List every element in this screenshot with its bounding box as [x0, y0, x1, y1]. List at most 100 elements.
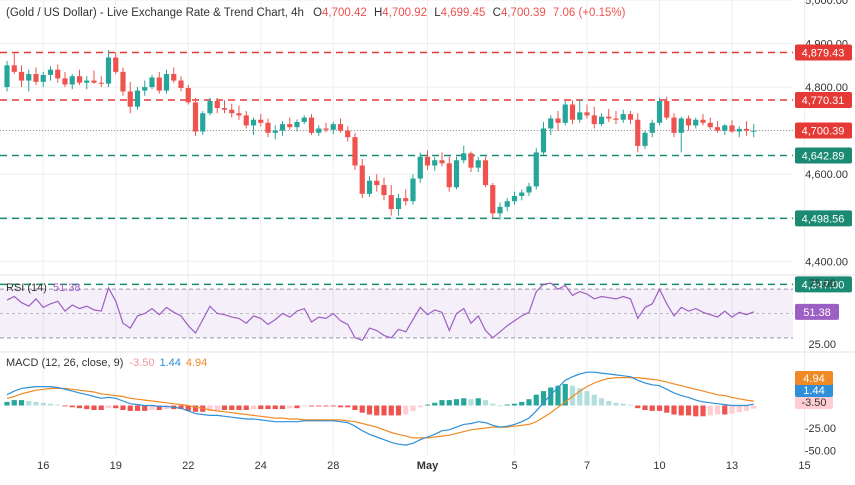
candle-body [178, 80, 184, 88]
candle-body [678, 118, 684, 133]
macd-histogram-bar [69, 405, 75, 408]
macd-histogram-bar [113, 405, 119, 409]
macd-title-value: 1.44 [159, 357, 180, 369]
candle-body [468, 153, 474, 168]
macd-histogram-bar [221, 405, 228, 410]
macd-histogram-bar [671, 405, 677, 415]
price-pane[interactable] [0, 50, 793, 286]
time-tick-label: 19 [110, 460, 122, 472]
macd-histogram-bar [366, 405, 373, 415]
close-label: C [493, 7, 501, 19]
macd-histogram-bar [258, 405, 264, 410]
macd-histogram-bar [664, 405, 670, 413]
candle-body [163, 74, 170, 91]
candle-body [685, 118, 692, 126]
macd-pane[interactable]: MACD (12, 26, close, 9) -3.50 1.44 4.94 [4, 357, 757, 446]
macd-histogram-bar [722, 405, 728, 415]
macd-histogram-bar [316, 405, 322, 407]
candle-body [40, 74, 46, 82]
time-axis[interactable]: 16 19 22 24 28 May 5 7 10 13 15 [37, 460, 811, 472]
candle-body [323, 128, 329, 130]
time-tick-label: 16 [37, 460, 49, 472]
rsi-tick-label: 25.00 [808, 339, 836, 351]
price-axis[interactable]: 4,400.004,500.004,600.004,700.004,800.00… [795, 0, 852, 458]
macd-title-value: -3.50 [129, 357, 154, 369]
candle-body [736, 128, 742, 132]
candle-body [598, 116, 605, 125]
candle-body [258, 119, 264, 123]
time-tick-label: 28 [327, 460, 339, 472]
macd-histogram-bar [424, 404, 431, 406]
macd-histogram-bar [751, 405, 757, 409]
macd-histogram-bar [555, 385, 561, 406]
candle-body [751, 130, 757, 132]
macd-histogram-bar [432, 402, 438, 406]
candle-body [113, 57, 119, 72]
macd-histogram-bar [323, 405, 329, 407]
candle-body [635, 119, 641, 146]
macd-histogram-bar [301, 405, 307, 407]
candle-body [337, 124, 344, 131]
macd-histogram-bar [127, 405, 133, 411]
candle-body [236, 113, 242, 116]
rsi-value-tag [795, 303, 839, 320]
candle-body [714, 127, 721, 131]
macd-histogram-bar [526, 399, 532, 406]
macd-histogram-bar [294, 405, 300, 409]
candle-body [453, 160, 460, 188]
current-price-tag [795, 122, 852, 139]
macd-histogram-bar [308, 405, 315, 407]
candle-body [4, 65, 10, 88]
macd-histogram-bar [707, 405, 713, 416]
macd-value-label: 1.44 [803, 385, 824, 397]
macd-histogram-bar [562, 383, 568, 406]
candle-body [671, 117, 677, 133]
macd-histogram-bar [403, 405, 409, 415]
macd-value-label: 4.94 [803, 373, 824, 385]
candle-body [221, 108, 228, 110]
candle-body [729, 125, 735, 132]
macd-histogram-bar [743, 405, 750, 411]
macd-histogram-bar [142, 405, 148, 411]
candle-body [707, 122, 713, 128]
macd-tick-label: -50.00 [805, 446, 836, 458]
candle-body [569, 104, 576, 120]
candle-body [693, 119, 699, 126]
rsi-pane[interactable]: RSI (14) 51.38 [0, 282, 793, 342]
price-tick-label: 4,600.00 [805, 169, 848, 181]
macd-histogram-bar [330, 405, 336, 407]
candle-body [207, 101, 213, 114]
time-tick-label: May [417, 460, 439, 472]
candle-body [229, 109, 235, 114]
macd-histogram-bar [700, 405, 706, 417]
candle-body [461, 153, 467, 161]
macd-histogram-bar [504, 404, 510, 406]
macd-histogram-bar [76, 405, 83, 409]
candle-body [250, 119, 257, 126]
macd-line [6, 371, 754, 446]
candle-body [562, 104, 568, 123]
macd-histogram-bar [178, 405, 184, 410]
candle-body [265, 122, 271, 133]
macd-histogram-bar [584, 391, 590, 406]
macd-histogram-bar [475, 398, 481, 406]
candle-body [700, 119, 706, 123]
level-tag [795, 210, 852, 227]
macd-histogram-bar [656, 405, 663, 411]
high-value: 4,700.92 [382, 7, 427, 19]
candle-body [33, 74, 39, 82]
macd-histogram-bar [569, 385, 576, 406]
macd-histogram-bar [149, 405, 155, 410]
candle-body [120, 71, 126, 92]
rsi-title-value: 51.38 [53, 282, 81, 294]
candle-body [475, 160, 481, 168]
candle-body [243, 115, 249, 126]
candle-body [504, 201, 510, 207]
macd-histogram-bar [214, 405, 220, 410]
candle-body [171, 74, 177, 81]
candle-body [127, 91, 133, 107]
macd-histogram-bar [156, 405, 162, 410]
macd-histogram-bar [345, 405, 351, 408]
candle-body [18, 71, 25, 81]
